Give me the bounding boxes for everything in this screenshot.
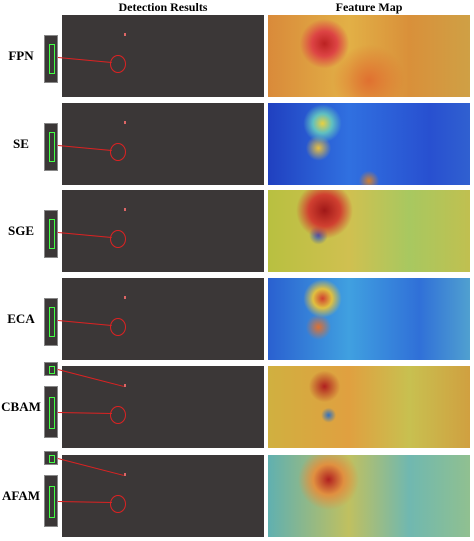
target-circle (110, 143, 126, 161)
zoom-inset (44, 298, 58, 346)
feature-map (268, 15, 470, 97)
target-circle (110, 495, 126, 513)
target-circle (110, 318, 126, 336)
target-mark (124, 208, 126, 211)
zoom-inset (44, 451, 58, 465)
row-label: SGE (7, 223, 34, 238)
target-mark (124, 384, 126, 387)
zoom-inset (44, 362, 58, 376)
zoom-inset (44, 210, 58, 258)
zoom-inset (44, 123, 58, 171)
column-header: Feature Map (335, 0, 403, 14)
feature-map (268, 103, 470, 185)
target-circle (110, 55, 126, 73)
row-label: SE (13, 136, 29, 151)
feature-map (268, 366, 470, 448)
target-mark (124, 473, 126, 476)
detection-image (62, 190, 264, 272)
feature-map (268, 455, 470, 537)
feature-map (268, 278, 470, 360)
column-header: Detection Results (118, 0, 208, 14)
row-label: ECA (7, 311, 35, 326)
detection-image (62, 103, 264, 185)
feature-map (268, 190, 470, 272)
row-label: FPN (8, 48, 34, 63)
target-circle (110, 230, 126, 248)
row-label: CBAM (1, 399, 41, 414)
detection-image (62, 278, 264, 360)
target-mark (124, 33, 126, 36)
target-circle (110, 406, 126, 424)
zoom-inset (44, 35, 58, 83)
zoom-inset (44, 386, 58, 438)
row-label: AFAM (1, 488, 41, 503)
target-mark (124, 296, 126, 299)
zoom-inset (44, 475, 58, 527)
detection-image (62, 15, 264, 97)
target-mark (124, 121, 126, 124)
